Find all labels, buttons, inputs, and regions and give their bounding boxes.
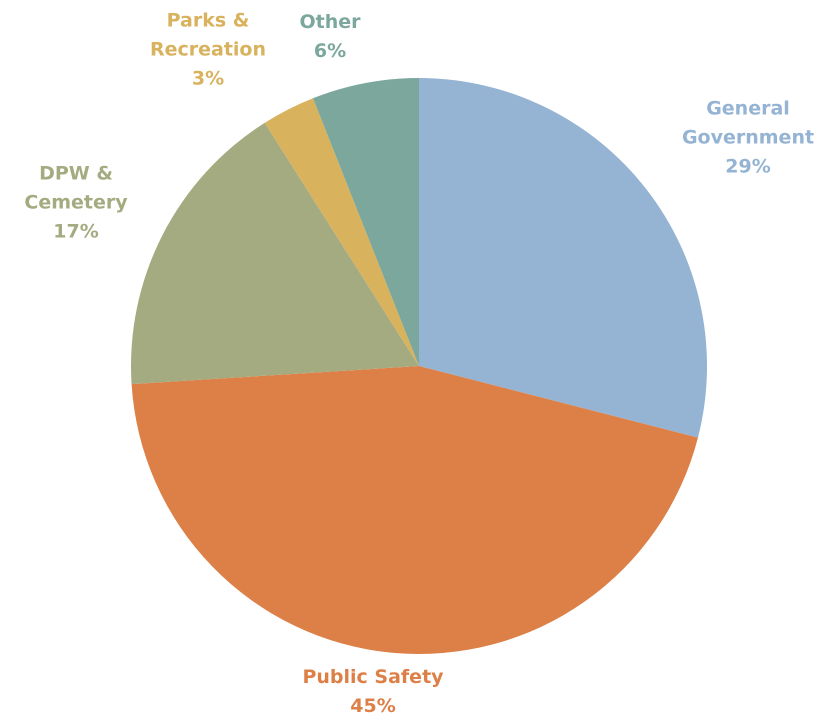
category-name: DPW & Cemetery — [24, 162, 128, 214]
category-name: General Government — [681, 97, 815, 149]
value-label: 29% — [725, 155, 771, 178]
pie-slice — [312, 78, 419, 366]
slice-label: Other 6% — [280, 8, 380, 66]
value-label: 45% — [350, 695, 396, 717]
pie-slice — [264, 98, 419, 367]
pie-slice — [419, 78, 707, 438]
slice-label: Public Safety 45% — [263, 663, 483, 721]
pie-slice — [131, 122, 419, 385]
slice-label: Parks & Recreation 3% — [133, 7, 283, 94]
category-name: Other — [299, 11, 361, 33]
category-name: Parks & Recreation — [149, 9, 267, 61]
slice-label: General Government 29% — [663, 95, 830, 182]
pie-slice — [131, 366, 698, 655]
value-label: 17% — [53, 220, 99, 243]
value-label: 6% — [313, 40, 347, 62]
slice-label: DPW & Cemetery 17% — [11, 160, 141, 247]
category-name: Public Safety — [302, 666, 444, 688]
value-label: 3% — [191, 67, 225, 90]
